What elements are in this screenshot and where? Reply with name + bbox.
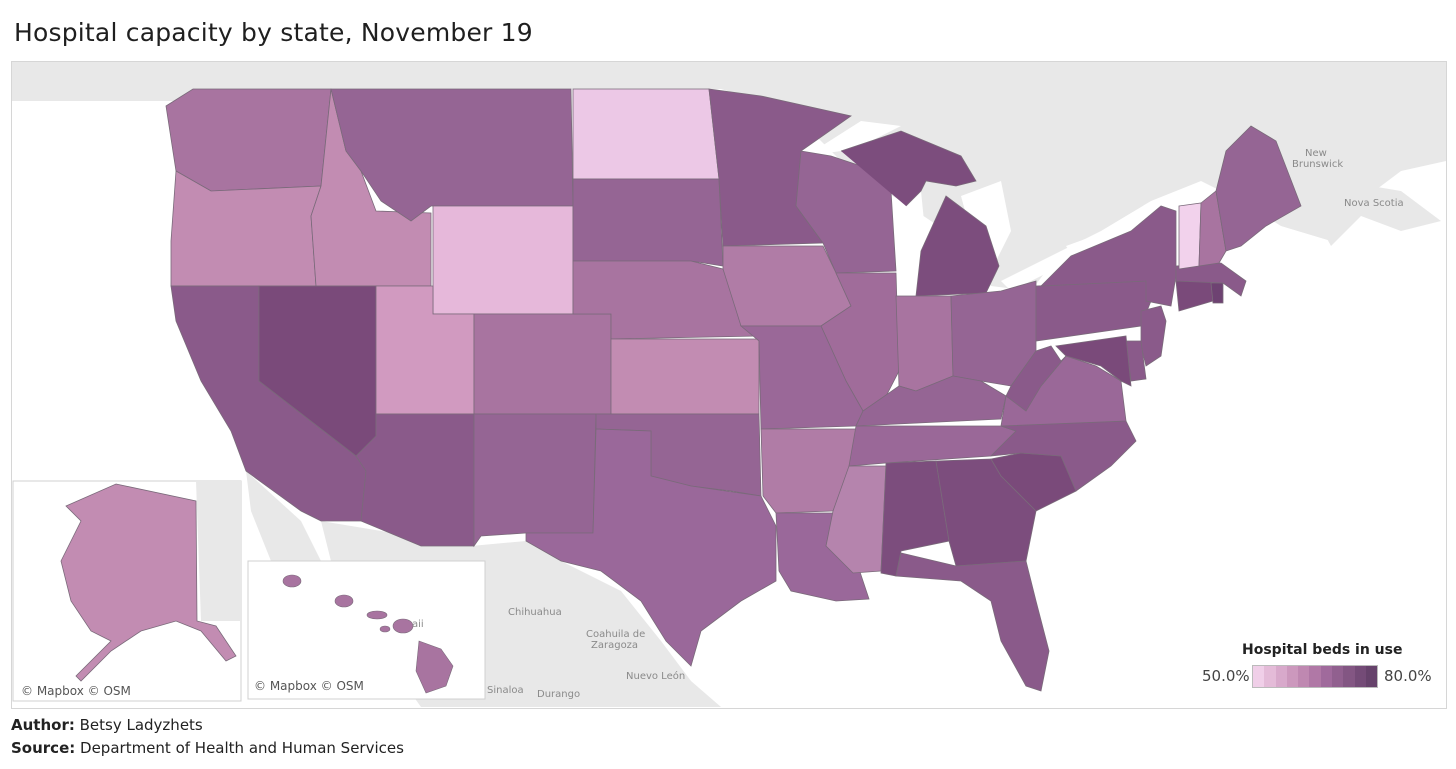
state-nd[interactable] (572, 88, 720, 180)
lake-erie (1001, 251, 1071, 291)
state-shapes[interactable] (165, 88, 1302, 692)
state-ri[interactable] (1210, 282, 1224, 304)
alaska-credit: © Mapbox © OSM (21, 684, 131, 698)
state-mt[interactable] (330, 88, 574, 222)
state-ks[interactable] (610, 338, 760, 415)
author-line: Author: Betsy Ladyzhets (11, 716, 203, 734)
state-nm[interactable] (473, 413, 597, 548)
state-nh[interactable] (1198, 190, 1227, 267)
state-ny[interactable] (1039, 205, 1177, 307)
legend-max-label: 80.0% (1384, 667, 1432, 685)
state-wi[interactable] (795, 150, 897, 274)
lake-ontario (1066, 226, 1126, 256)
label-new-brunswick-2: Brunswick (1292, 159, 1343, 170)
state-sd[interactable] (572, 178, 724, 267)
state-md[interactable] (1055, 335, 1132, 387)
legend-swatch (1286, 666, 1299, 687)
canada-alaska-border-land (196, 481, 241, 621)
author-name: Betsy Ladyzhets (79, 716, 203, 734)
state-tx[interactable] (525, 428, 777, 667)
state-co[interactable] (473, 313, 612, 415)
legend-swatch (1298, 666, 1310, 687)
state-ky[interactable] (855, 375, 1007, 427)
map-canvas[interactable]: © Mapbox © OSM aii © Mapbox © OSM New Br… (12, 62, 1446, 708)
legend-min-label: 50.0% (1202, 667, 1250, 685)
state-fl[interactable] (895, 552, 1050, 692)
state-wy[interactable] (432, 205, 574, 315)
label-nova-scotia: Nova Scotia (1344, 198, 1404, 209)
source-label: Source: (11, 739, 76, 757)
legend-swatch (1365, 666, 1378, 687)
lake-superior (806, 121, 901, 156)
state-wa[interactable] (165, 88, 332, 192)
label-nuevo-leon: Nuevo León (626, 670, 685, 682)
legend-swatch (1343, 666, 1355, 687)
canada-land (12, 62, 1446, 291)
label-durango: Durango (537, 689, 580, 700)
pacific-north (12, 101, 181, 251)
legend-swatch (1309, 666, 1321, 687)
lake-michigan (891, 191, 926, 296)
state-nc[interactable] (989, 420, 1137, 492)
state-vt[interactable] (1178, 202, 1202, 270)
legend-title: Hospital beds in use (1242, 642, 1403, 658)
state-ma[interactable] (1175, 262, 1247, 297)
author-label: Author: (11, 716, 75, 734)
legend-swatch (1264, 666, 1276, 687)
state-hi[interactable] (282, 574, 454, 694)
legend-swatch (1320, 666, 1333, 687)
legend-swatch (1354, 666, 1366, 687)
source-line: Source: Department of Health and Human S… (11, 739, 404, 757)
nova-scotia-land (1301, 181, 1441, 246)
label-coahuila-2: Zaragoza (591, 640, 638, 651)
legend-swatch (1275, 666, 1287, 687)
state-in[interactable] (895, 295, 954, 392)
hawaii-label: aii (412, 619, 424, 630)
state-ak[interactable] (60, 483, 237, 682)
hawaii-credit: © Mapbox © OSM (254, 679, 364, 693)
legend-swatch (1253, 666, 1265, 687)
label-coahuila-1: Coahuila de (586, 629, 645, 640)
page-title: Hospital capacity by state, November 19 (14, 18, 533, 47)
label-sinaloa: Sinaloa (487, 685, 524, 696)
label-chihuahua: Chihuahua (508, 607, 562, 618)
us-choropleth-map[interactable]: © Mapbox © OSM aii © Mapbox © OSM New Br… (11, 61, 1447, 709)
label-new-brunswick-1: New (1305, 148, 1327, 159)
state-me[interactable] (1215, 125, 1302, 252)
legend-color-ramp (1252, 665, 1379, 688)
source-name: Department of Health and Human Services (80, 739, 404, 757)
legend-swatch (1332, 666, 1344, 687)
